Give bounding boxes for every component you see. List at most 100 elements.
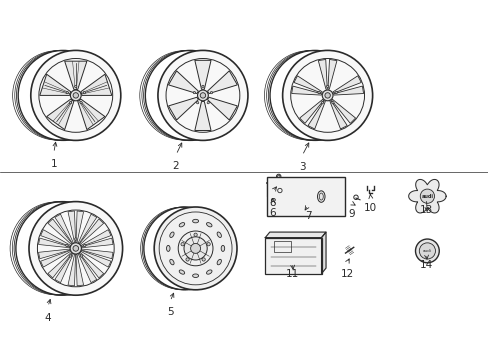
Polygon shape — [40, 74, 71, 95]
Circle shape — [70, 90, 81, 101]
Text: 7: 7 — [304, 211, 311, 221]
Ellipse shape — [317, 191, 325, 202]
Circle shape — [276, 174, 280, 179]
Circle shape — [75, 85, 77, 87]
Circle shape — [154, 207, 237, 290]
Text: 9: 9 — [348, 210, 355, 219]
Polygon shape — [48, 252, 72, 278]
Circle shape — [202, 258, 205, 261]
Polygon shape — [207, 97, 237, 120]
Polygon shape — [408, 179, 445, 213]
Text: 12: 12 — [340, 269, 353, 279]
Polygon shape — [46, 99, 74, 130]
Circle shape — [207, 102, 209, 104]
Ellipse shape — [221, 246, 224, 251]
Ellipse shape — [192, 219, 198, 223]
Circle shape — [69, 102, 71, 104]
Circle shape — [282, 50, 372, 140]
Polygon shape — [55, 253, 73, 283]
Polygon shape — [293, 76, 322, 93]
Circle shape — [31, 50, 121, 140]
Circle shape — [73, 246, 79, 251]
Polygon shape — [41, 230, 70, 246]
Polygon shape — [327, 59, 336, 89]
Text: 14: 14 — [419, 260, 432, 270]
Polygon shape — [80, 252, 103, 278]
Polygon shape — [291, 86, 321, 95]
Polygon shape — [321, 232, 325, 274]
Polygon shape — [81, 251, 111, 267]
Circle shape — [75, 238, 77, 240]
Circle shape — [158, 50, 247, 140]
Circle shape — [322, 90, 332, 101]
Polygon shape — [68, 211, 76, 242]
Polygon shape — [41, 251, 70, 267]
Polygon shape — [299, 99, 323, 123]
Ellipse shape — [206, 270, 212, 274]
Circle shape — [29, 202, 122, 295]
Circle shape — [80, 102, 82, 104]
Polygon shape — [64, 61, 87, 89]
Polygon shape — [194, 102, 211, 130]
Polygon shape — [68, 255, 76, 286]
Circle shape — [194, 233, 197, 237]
Polygon shape — [331, 99, 355, 123]
Polygon shape — [81, 238, 113, 248]
Polygon shape — [329, 101, 346, 129]
Polygon shape — [318, 59, 326, 89]
Text: 5: 5 — [166, 307, 173, 317]
Text: 1: 1 — [50, 159, 57, 169]
Bar — [264, 238, 321, 274]
Circle shape — [196, 102, 198, 104]
Circle shape — [69, 255, 71, 257]
Text: 11: 11 — [285, 269, 299, 279]
Circle shape — [419, 189, 434, 203]
Text: 2: 2 — [172, 161, 179, 171]
Circle shape — [326, 85, 328, 87]
Circle shape — [200, 93, 205, 98]
Text: audi: audi — [422, 249, 431, 253]
Circle shape — [83, 244, 86, 247]
Polygon shape — [55, 214, 73, 243]
Circle shape — [415, 239, 438, 263]
Circle shape — [181, 243, 184, 246]
Polygon shape — [48, 219, 72, 244]
Circle shape — [193, 91, 195, 94]
Polygon shape — [39, 249, 70, 259]
Polygon shape — [207, 71, 237, 94]
Circle shape — [210, 91, 212, 94]
Circle shape — [321, 102, 323, 104]
Ellipse shape — [169, 232, 174, 238]
Circle shape — [190, 243, 200, 253]
Circle shape — [418, 243, 435, 259]
Polygon shape — [307, 101, 325, 129]
Polygon shape — [81, 249, 113, 259]
Ellipse shape — [169, 259, 174, 265]
Polygon shape — [78, 99, 105, 130]
Circle shape — [324, 93, 330, 98]
Circle shape — [73, 93, 79, 98]
Circle shape — [202, 85, 203, 87]
Polygon shape — [81, 230, 111, 246]
Circle shape — [183, 237, 207, 260]
Text: 8: 8 — [269, 198, 276, 207]
Circle shape — [334, 91, 337, 94]
Polygon shape — [194, 60, 211, 89]
Polygon shape — [78, 214, 97, 243]
Polygon shape — [80, 219, 103, 244]
Ellipse shape — [166, 246, 170, 251]
Ellipse shape — [206, 222, 212, 227]
Circle shape — [83, 91, 85, 94]
Circle shape — [317, 91, 320, 94]
Polygon shape — [168, 97, 198, 120]
Ellipse shape — [217, 259, 221, 265]
Bar — [266, 177, 344, 216]
Ellipse shape — [217, 232, 221, 238]
Text: 4: 4 — [44, 313, 51, 323]
Polygon shape — [333, 86, 363, 95]
Polygon shape — [39, 238, 70, 248]
Circle shape — [80, 255, 82, 257]
Text: 13: 13 — [419, 205, 432, 215]
Ellipse shape — [179, 270, 184, 274]
Text: 10: 10 — [364, 203, 376, 213]
